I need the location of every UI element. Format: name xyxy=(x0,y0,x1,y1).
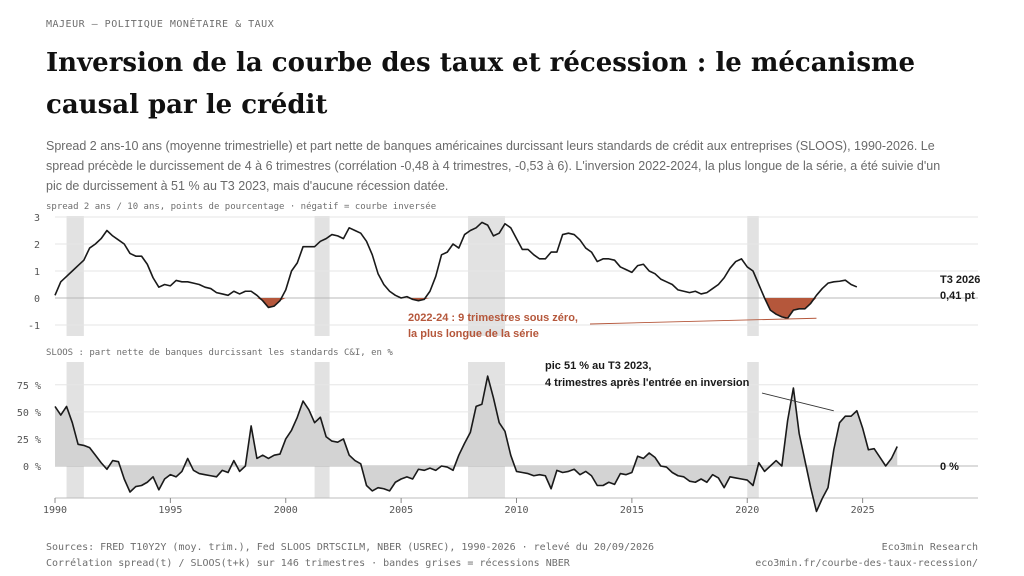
recession-band-bottom xyxy=(747,362,759,498)
xtick-label: 2000 xyxy=(274,505,298,516)
footer-note: Corrélation spread(t) / SLOOS(t+k) sur 1… xyxy=(46,558,570,569)
xtick-label: 2020 xyxy=(735,505,759,516)
xtick-label: 1995 xyxy=(158,505,182,516)
recession-band-top xyxy=(747,216,759,336)
ytick-label-spread: 2 xyxy=(34,240,40,251)
annotation-peak-line2: 4 trimestres après l'entrée en inversion xyxy=(545,377,750,389)
ytick-label-sloos: 50 % xyxy=(17,408,41,419)
spread-line xyxy=(54,221,858,320)
panel-title-spread: spread 2 ans / 10 ans, points de pourcen… xyxy=(46,201,436,212)
recession-band-top xyxy=(468,216,505,336)
recession-band-top xyxy=(66,216,84,336)
panel-title-sloos: SLOOS : part nette de banques durcissant… xyxy=(46,348,393,358)
spread-last-quarter: T3 2026 xyxy=(940,274,980,286)
series-fills xyxy=(55,298,898,512)
xtick-label: 2005 xyxy=(389,505,413,516)
recession-band-top xyxy=(314,216,330,336)
footer-sources: Sources: FRED T10Y2Y (moy. trim.), Fed S… xyxy=(46,542,655,553)
ytick-label-spread: 0 xyxy=(34,294,40,305)
inversion-area xyxy=(55,298,857,319)
kicker: MAJEUR — POLITIQUE MONÉTAIRE & TAUX xyxy=(46,19,275,30)
spread-last-value: 0,41 pt xyxy=(940,290,975,302)
ytick-label-sloos: 75 % xyxy=(17,381,41,392)
page-title: Inversion de la courbe des taux et réces… xyxy=(46,48,916,120)
sloos-line xyxy=(54,375,898,513)
sloos-last-value: 0 % xyxy=(940,461,959,473)
annotation-inversion-line2: la plus longue de la série xyxy=(408,328,539,340)
xtick-label: 2015 xyxy=(620,505,644,516)
annotation-leader-peak xyxy=(761,392,834,412)
chart-labels: spread 2 ans / 10 ans, points de pourcen… xyxy=(17,201,980,516)
subtitle: Spread 2 ans-10 ans (moyenne trimestriel… xyxy=(46,139,941,193)
annotation-peak-line1: pic 51 % au T3 2023, xyxy=(545,360,651,372)
annotation-inversion-line1: 2022-24 : 9 trimestres sous zéro, xyxy=(408,312,578,324)
annotation-leader-inversion xyxy=(589,317,817,325)
ytick-label-spread: 3 xyxy=(34,213,40,224)
ytick-label-sloos: 25 % xyxy=(17,435,41,446)
xtick-label: 2025 xyxy=(851,505,875,516)
footer-url[interactable]: eco3min.fr/courbe-des-taux-recession/ xyxy=(755,558,978,569)
ytick-label-spread: 1 xyxy=(34,267,40,278)
ytick-label-spread: -1 xyxy=(28,321,40,332)
footer-brand: Eco3min Research xyxy=(881,542,978,553)
xtick-label: 2010 xyxy=(504,505,528,516)
xtick-label: 1990 xyxy=(43,505,67,516)
sloos-area xyxy=(55,376,898,512)
series-lines xyxy=(54,221,898,513)
ytick-label-sloos: 0 % xyxy=(23,462,41,473)
